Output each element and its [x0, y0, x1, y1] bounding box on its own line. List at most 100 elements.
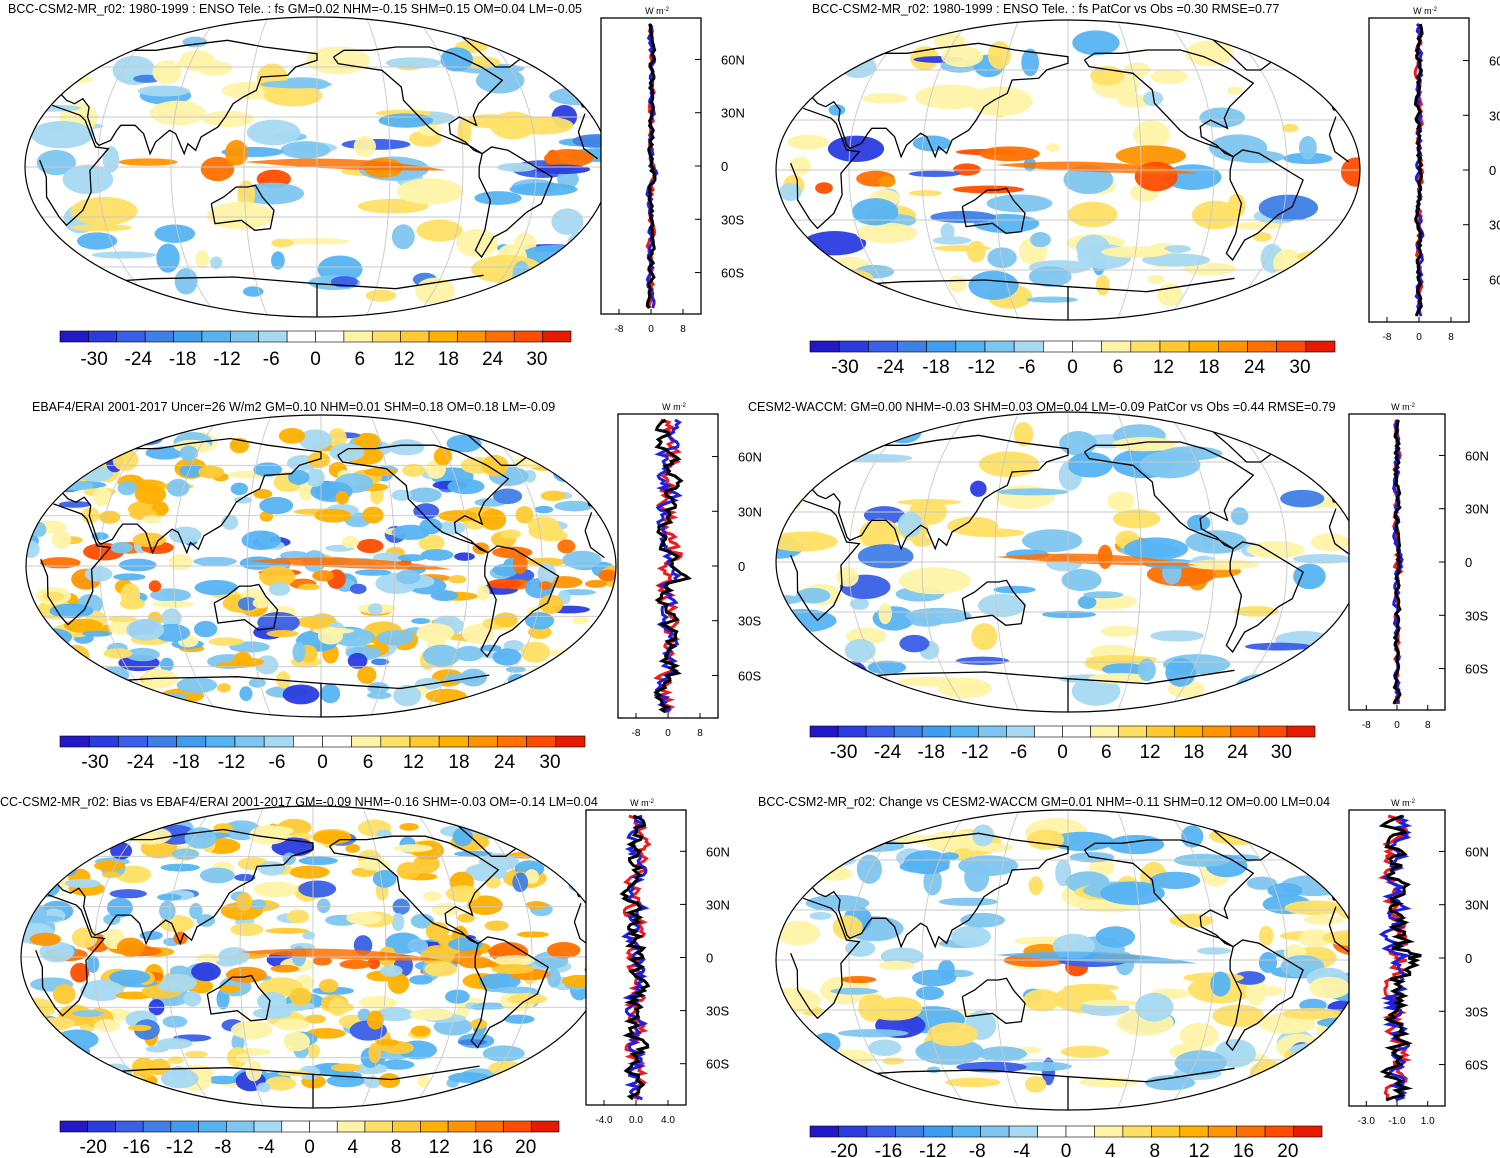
anomaly-patch — [218, 947, 250, 965]
coastlines — [790, 423, 1349, 712]
colorbar-tick-label: -8 — [969, 1141, 986, 1158]
colorbar-tick-label: -12 — [919, 1141, 946, 1158]
anomaly-patch — [51, 529, 72, 549]
anomaly-patch — [1081, 999, 1141, 1007]
colorbar-tick-label: -6 — [1010, 742, 1027, 763]
anomaly-patch — [882, 1057, 905, 1065]
anomaly-patch — [503, 1014, 535, 1024]
anomaly-patch — [298, 856, 338, 866]
anomaly-patch — [94, 860, 125, 872]
panel-title: BCC-CSM2-MR_r02: 1980-1999 : ENSO Tele. … — [8, 2, 582, 16]
zonal-unit: W m-2 — [1413, 6, 1437, 16]
anomaly-patch — [554, 500, 595, 512]
anomaly-patch — [1174, 1050, 1227, 1076]
zonal-x-label: -8 — [632, 728, 641, 739]
colorbar-tick-label: -20 — [830, 1141, 857, 1158]
anomaly-patch — [411, 617, 431, 625]
anomaly-patch — [162, 1015, 188, 1028]
anomaly-patch — [199, 867, 235, 884]
anomaly-patch — [287, 469, 310, 485]
anomaly-patch — [353, 135, 376, 157]
anomaly-patch — [253, 881, 298, 898]
anomaly-patch — [543, 149, 594, 168]
colorbar-tick-label: 18 — [448, 752, 469, 773]
anomaly-patch — [385, 57, 442, 69]
anomaly-patch — [908, 190, 942, 197]
anomaly-patch — [956, 656, 1009, 665]
colorbar-tick-label: 24 — [1244, 357, 1266, 378]
anomaly-patch — [1015, 1061, 1072, 1072]
colorbar-tick-label: -18 — [172, 752, 199, 773]
anomaly-patch — [494, 986, 537, 994]
anomaly-patch — [947, 516, 999, 536]
colorbar-tick-label: -12 — [968, 357, 995, 378]
zonal-lat-label: 30S — [738, 614, 761, 629]
anomaly-patch — [487, 578, 522, 589]
anomaly-patch — [148, 580, 162, 592]
anomaly-patch — [940, 223, 955, 240]
colorbar-tick-label: -12 — [218, 752, 245, 773]
colorbar-tick-label: 4 — [347, 1137, 358, 1158]
anomaly-patch — [430, 590, 459, 602]
anomaly-patch — [445, 989, 470, 1004]
anomaly-patch — [1021, 48, 1039, 77]
anomaly-patch — [878, 960, 915, 971]
anomaly-patch — [993, 585, 1036, 594]
anomaly-patch — [36, 149, 77, 176]
anomaly-patch — [1340, 157, 1360, 187]
anomaly-patch — [109, 969, 151, 985]
anomaly-patch — [480, 509, 507, 531]
anomaly-patch — [150, 588, 189, 602]
anomaly-patch — [557, 169, 579, 189]
anomaly-patch — [1179, 1022, 1219, 1049]
anomaly-patch — [1284, 900, 1345, 916]
zonal-lat-label: 30N — [1465, 502, 1489, 517]
anomaly-patch — [1028, 876, 1044, 896]
anomaly-patch — [440, 47, 473, 72]
anomaly-patch — [562, 550, 602, 570]
anomaly-patch — [420, 549, 454, 561]
anomaly-patch — [968, 270, 1019, 300]
anomaly-patch — [1142, 253, 1211, 267]
zonal-x-label: -3.0 — [1358, 1116, 1376, 1127]
anomaly-patch — [1042, 610, 1096, 619]
anomaly-patch — [789, 156, 811, 176]
anomaly-patch — [938, 897, 999, 907]
anomaly-contours — [779, 30, 1360, 309]
anomaly-patch — [286, 909, 310, 924]
anomaly-patch — [410, 1025, 431, 1037]
anomaly-patch — [457, 913, 475, 923]
anomaly-patch — [107, 615, 137, 622]
anomaly-patch — [167, 1056, 184, 1065]
anomaly-patch — [205, 1075, 241, 1085]
anomaly-patch — [1233, 606, 1279, 617]
anomaly-patch — [210, 256, 223, 269]
anomaly-patch — [1210, 971, 1231, 997]
anomaly-patch — [509, 182, 578, 197]
anomaly-patch — [1060, 1045, 1110, 1058]
anomaly-patch — [82, 630, 113, 637]
panel-title: EBAF4/ERAI 2001-2017 Uncer=26 W/m2 GM=0.… — [32, 400, 556, 414]
anomaly-patch — [986, 194, 1053, 213]
zonal-black-line — [1378, 814, 1422, 1102]
zonal-lat-label: 30S — [721, 212, 744, 227]
zonal-black-line — [653, 418, 692, 714]
anomaly-patch — [779, 182, 802, 201]
anomaly-patch — [380, 1059, 415, 1070]
anomaly-patch — [126, 618, 165, 641]
anomaly-patch — [347, 652, 368, 669]
anomaly-patch — [1169, 913, 1214, 928]
anomaly-patch — [264, 1076, 297, 1091]
anomaly-patch — [274, 1018, 311, 1031]
anomaly-patch — [572, 616, 589, 625]
anomaly-patch — [157, 893, 182, 901]
anomaly-patch — [289, 865, 330, 879]
anomaly-patch — [70, 196, 138, 226]
colorbar-swatch — [1236, 1125, 1266, 1138]
zonal-x-label: 1.0 — [1421, 1116, 1435, 1127]
colorbar-tick-label: 20 — [515, 1137, 536, 1158]
colorbar-tick-label: 6 — [363, 752, 374, 773]
anomaly-patch — [1182, 262, 1237, 276]
